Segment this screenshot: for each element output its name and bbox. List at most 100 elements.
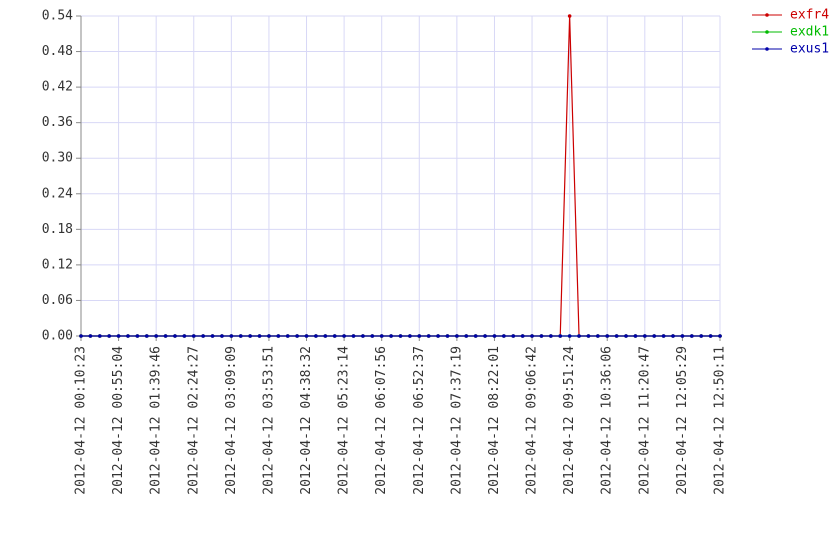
data-point — [248, 334, 252, 338]
data-point — [97, 334, 102, 338]
data-point — [107, 334, 111, 338]
data-point — [116, 334, 121, 338]
data-point — [502, 334, 506, 338]
x-tick-label: 2012-04-12 01:39:46 — [149, 346, 164, 495]
data-point — [492, 334, 497, 338]
data-point — [624, 334, 628, 338]
data-point — [455, 334, 459, 338]
data-point — [633, 334, 638, 338]
x-tick-label: 2012-04-12 11:20:47 — [637, 346, 652, 495]
legend-label: exfr4 — [790, 8, 829, 23]
y-tick-label: 0.18 — [42, 222, 73, 237]
data-point — [596, 334, 600, 338]
x-tick-label: 2012-04-12 06:52:37 — [412, 346, 427, 495]
data-point — [643, 334, 647, 338]
data-point — [191, 334, 196, 338]
data-point — [689, 334, 694, 338]
data-point — [389, 334, 393, 338]
x-tick-label: 2012-04-12 12:50:11 — [713, 346, 728, 495]
data-point — [163, 334, 168, 338]
y-tick-label: 0.42 — [42, 80, 73, 95]
data-point — [445, 334, 450, 338]
x-tick-label: 2012-04-12 00:10:23 — [74, 346, 89, 495]
data-point — [379, 334, 384, 338]
data-point — [351, 334, 356, 338]
data-point — [323, 334, 328, 338]
y-tick-label: 0.30 — [42, 151, 73, 166]
data-point — [154, 334, 158, 338]
data-point — [511, 334, 516, 338]
x-tick-label: 2012-04-12 12:05:29 — [675, 346, 690, 495]
data-point — [220, 334, 224, 338]
data-point — [173, 334, 177, 338]
x-tick-label: 2012-04-12 08:22:01 — [487, 346, 502, 495]
y-tick-label: 0.12 — [42, 257, 73, 272]
legend-marker — [765, 13, 769, 17]
legend-label: exdk1 — [790, 25, 829, 40]
x-tick-label: 2012-04-12 10:36:06 — [600, 346, 615, 495]
x-tick-label: 2012-04-12 09:06:42 — [525, 346, 540, 495]
data-point — [426, 334, 431, 338]
data-point — [464, 334, 469, 338]
data-point — [370, 334, 375, 338]
data-point — [182, 334, 187, 338]
x-tick-label: 2012-04-12 04:38:32 — [299, 346, 314, 495]
data-point — [276, 334, 281, 338]
data-point — [135, 334, 140, 338]
data-point — [229, 334, 234, 338]
data-point — [88, 334, 93, 338]
data-point — [539, 334, 544, 338]
data-point — [144, 334, 149, 338]
data-point — [708, 334, 713, 338]
y-tick-label: 0.48 — [42, 44, 73, 59]
data-point — [567, 334, 572, 338]
data-point — [361, 334, 365, 338]
x-tick-label: 2012-04-12 06:07:56 — [374, 346, 389, 495]
data-point — [79, 334, 83, 338]
y-tick-label: 0.00 — [42, 329, 73, 344]
data-point — [332, 334, 337, 338]
data-point — [210, 334, 215, 338]
x-tick-label: 2012-04-12 05:23:14 — [337, 346, 352, 495]
data-point — [567, 14, 572, 18]
data-point — [342, 334, 346, 338]
data-point — [680, 334, 685, 338]
data-point — [417, 334, 422, 338]
data-point — [295, 334, 299, 338]
data-point — [671, 334, 675, 338]
data-point — [304, 334, 309, 338]
data-point — [577, 334, 581, 338]
data-point — [257, 334, 262, 338]
x-tick-label: 2012-04-12 02:24:27 — [186, 346, 201, 495]
data-point — [201, 334, 205, 338]
data-point — [699, 334, 704, 338]
data-point — [614, 334, 619, 338]
data-point — [126, 334, 130, 338]
series-line — [81, 15, 720, 337]
data-point — [473, 334, 478, 338]
data-point — [436, 334, 440, 338]
data-point — [314, 334, 318, 338]
data-point — [530, 334, 534, 338]
legend-label: exus1 — [790, 42, 829, 57]
data-point — [586, 334, 591, 338]
data-point — [558, 334, 563, 338]
data-point — [408, 334, 412, 338]
data-point — [238, 334, 243, 338]
data-point — [483, 334, 487, 338]
data-point — [398, 334, 403, 338]
x-tick-label: 2012-04-12 03:09:09 — [224, 346, 239, 495]
legend-marker — [765, 47, 769, 51]
data-point — [605, 334, 610, 338]
x-tick-label: 2012-04-12 07:37:19 — [449, 346, 464, 495]
data-point — [652, 334, 657, 338]
legend-marker — [765, 30, 769, 34]
data-point — [718, 334, 722, 338]
data-point — [267, 334, 271, 338]
data-point — [285, 334, 290, 338]
y-tick-label: 0.06 — [42, 293, 73, 308]
data-point — [549, 334, 553, 338]
data-point — [661, 334, 666, 338]
x-tick-label: 2012-04-12 03:53:51 — [261, 346, 276, 495]
